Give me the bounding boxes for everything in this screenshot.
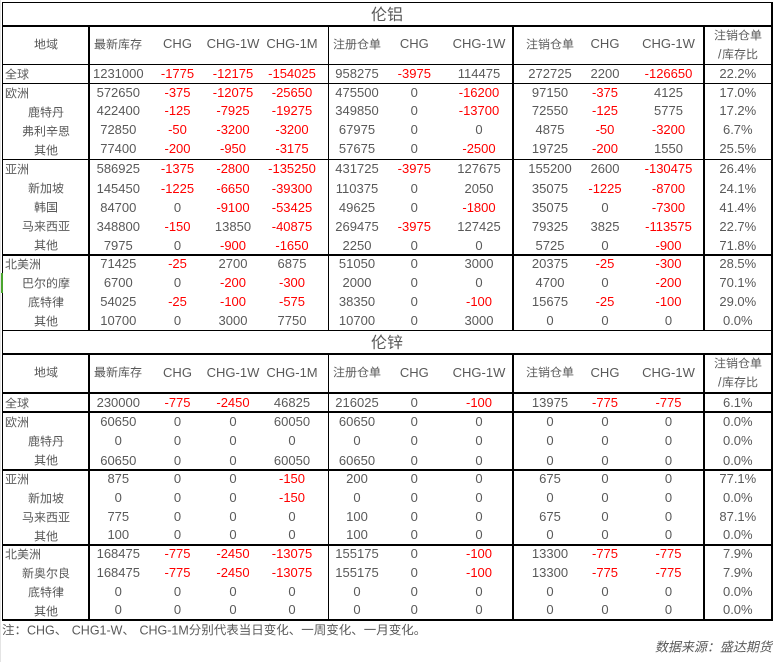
svg-text:/: / [718,376,722,389]
svg-text:CHG-1M: CHG-1M [139,623,188,637]
svg-text:CHG1-W: CHG1-W [71,623,122,637]
svg-text:CHG: CHG [27,623,55,637]
svg-text:/: / [718,48,722,61]
